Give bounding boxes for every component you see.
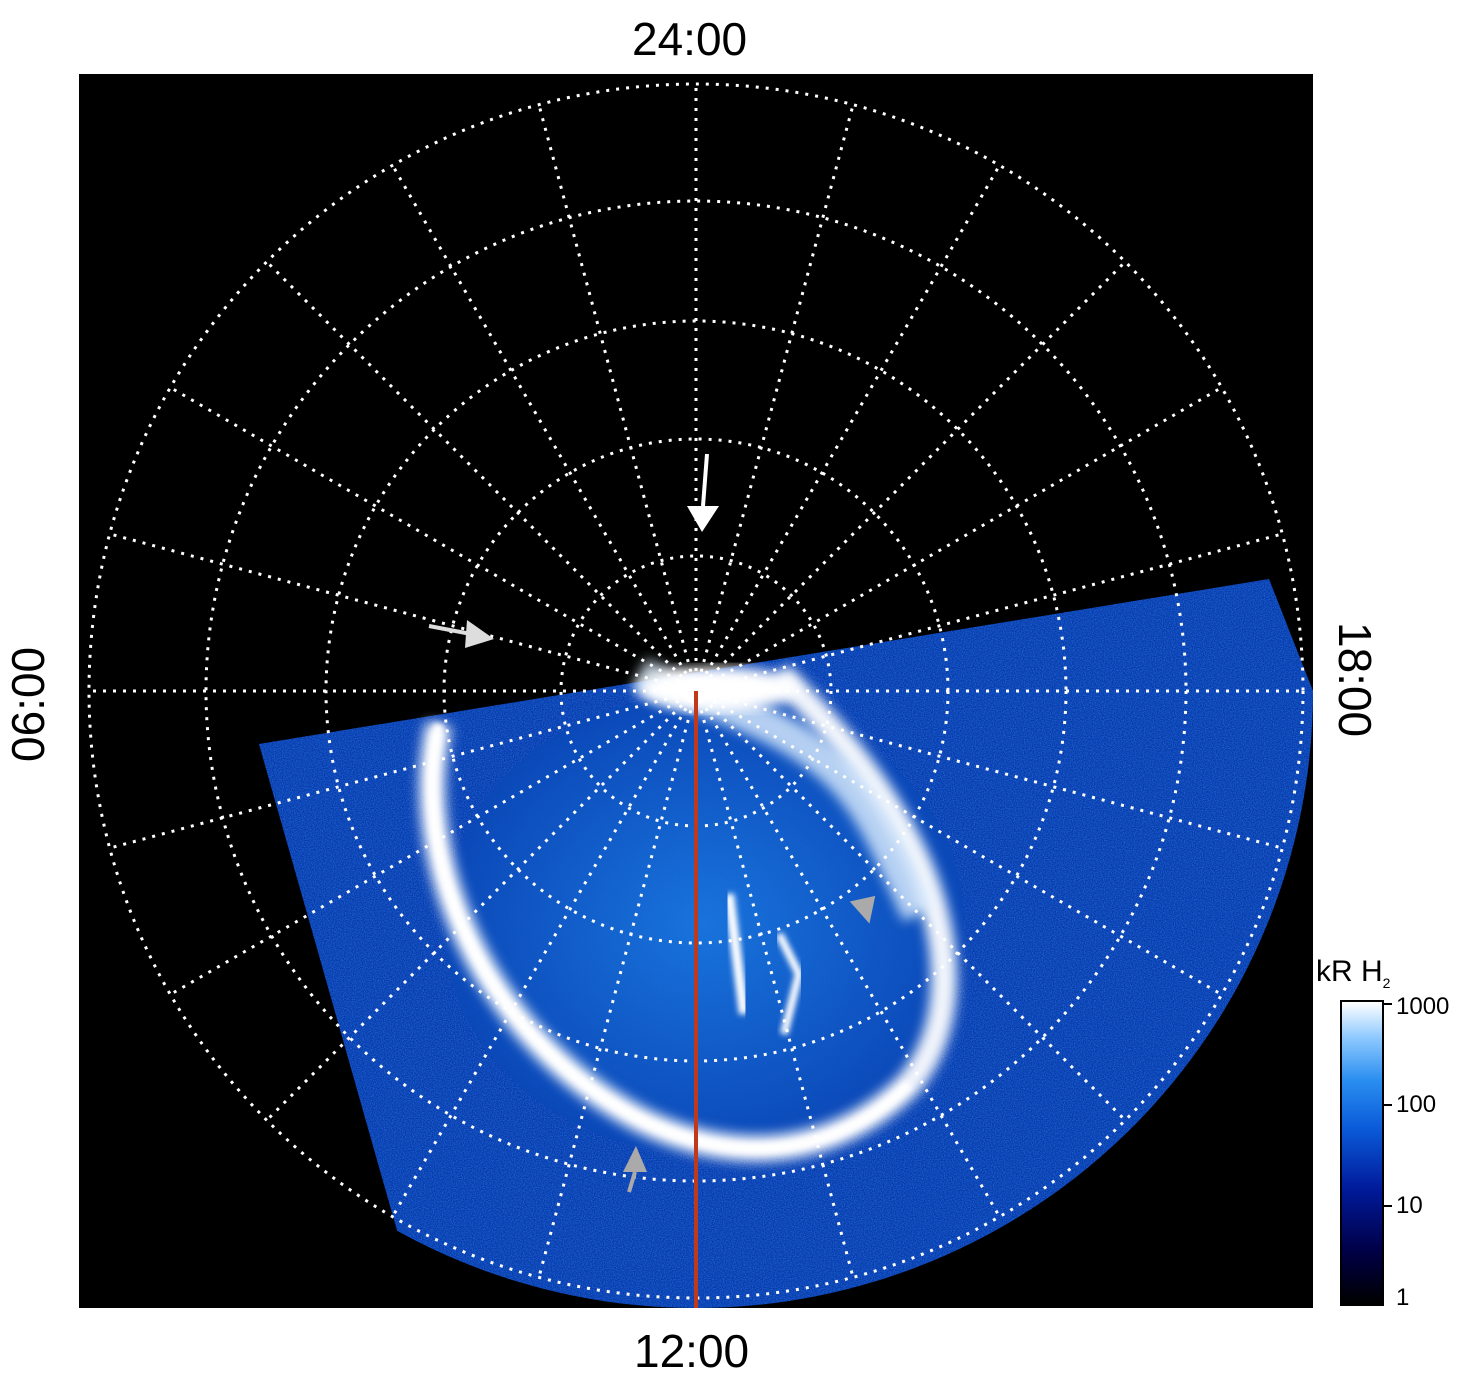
arrow-dawn-head	[465, 620, 494, 648]
grid-meridian	[694, 689, 1127, 1122]
polar-emission-2	[775, 932, 804, 1035]
grid-meridian	[694, 690, 1001, 1218]
grid-meridian	[695, 689, 1283, 850]
arrow-dawn-shaft	[428, 624, 472, 636]
polar-grid	[87, 82, 1305, 1300]
polar-edge-saturation	[639, 667, 799, 711]
grid-meridian	[391, 690, 698, 1218]
grid-meridian	[391, 164, 698, 692]
colorbar-title: kR H2	[1316, 955, 1391, 991]
grid-meridian	[169, 689, 697, 996]
grid-meridian	[694, 104, 855, 692]
main-oval-core	[427, 722, 913, 1154]
colorbar	[1340, 1000, 1384, 1306]
aurora-polar-projection	[79, 74, 1313, 1308]
grid-meridian	[694, 690, 855, 1278]
observed-emission-region	[259, 579, 1313, 1308]
grid-meridian	[694, 164, 1001, 692]
colorbar-tickmark	[1384, 1104, 1392, 1106]
polar-plot-svg	[87, 82, 1313, 1308]
grid-meridian	[695, 386, 1223, 693]
colorbar-tick-label: 1	[1396, 1284, 1410, 1311]
colorbar-tick-label: 100	[1396, 1091, 1437, 1118]
colorbar-tick-label: 1000	[1396, 993, 1450, 1020]
grid-meridian	[265, 260, 698, 693]
auroral-oval-interior	[444, 694, 964, 1154]
grid-meridian	[537, 690, 698, 1278]
grid-circle	[87, 82, 1305, 1300]
arrow-white-head	[687, 506, 719, 532]
colorbar-tickmark	[1384, 1003, 1392, 1005]
arrow-gray-bottom	[623, 1146, 647, 1172]
grid-meridian	[169, 386, 697, 693]
grid-meridian	[694, 260, 1127, 693]
polar-emission-1	[724, 893, 749, 1015]
local-time-label-dawn: 06:00	[2, 646, 54, 762]
colorbar-tick-label: 10	[1396, 1192, 1423, 1219]
grid-meridian	[537, 104, 698, 692]
grid-meridian	[695, 532, 1283, 693]
arrow-white-shaft	[701, 453, 709, 507]
local-time-label-dusk: 18:00	[1329, 622, 1381, 738]
colorbar-tickmark	[1384, 1205, 1392, 1207]
grid-meridian	[695, 689, 1223, 996]
grid-meridian	[109, 532, 697, 693]
grid-meridian	[109, 689, 697, 850]
local-time-label-midnight: 24:00	[632, 13, 748, 65]
grid-meridian	[265, 689, 698, 1122]
local-time-label-noon: 12:00	[634, 1325, 750, 1377]
annotation-arrows	[428, 453, 876, 1193]
arrow-gray-right	[849, 895, 876, 924]
arrow-gray-bottom-shaft	[627, 1171, 637, 1193]
